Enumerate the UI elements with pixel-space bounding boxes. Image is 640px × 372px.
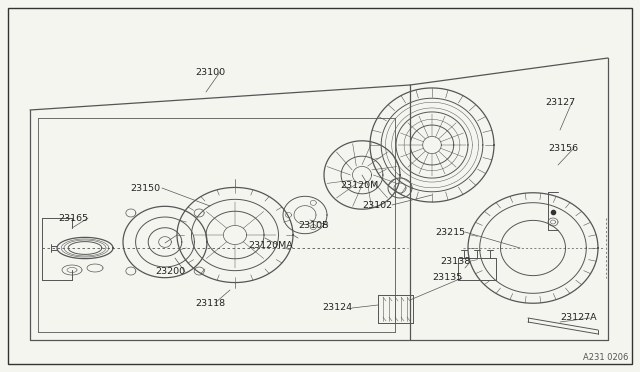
Text: 23120M: 23120M (340, 180, 378, 189)
Text: 23165: 23165 (58, 214, 88, 222)
Text: 23102: 23102 (362, 201, 392, 209)
Text: 23118: 23118 (195, 298, 225, 308)
Text: 23138: 23138 (440, 257, 470, 266)
Text: 23215: 23215 (435, 228, 465, 237)
Text: 23124: 23124 (322, 304, 352, 312)
Text: 23150: 23150 (130, 183, 160, 192)
Text: 23100: 23100 (195, 67, 225, 77)
Text: 2310B: 2310B (298, 221, 328, 230)
Text: 23156: 23156 (548, 144, 578, 153)
Text: 23127: 23127 (545, 97, 575, 106)
Text: 23127A: 23127A (560, 314, 596, 323)
Text: 23120MA: 23120MA (248, 241, 292, 250)
Text: A231 0206: A231 0206 (582, 353, 628, 362)
Text: 23200: 23200 (155, 267, 185, 276)
Text: 23135: 23135 (432, 273, 462, 282)
